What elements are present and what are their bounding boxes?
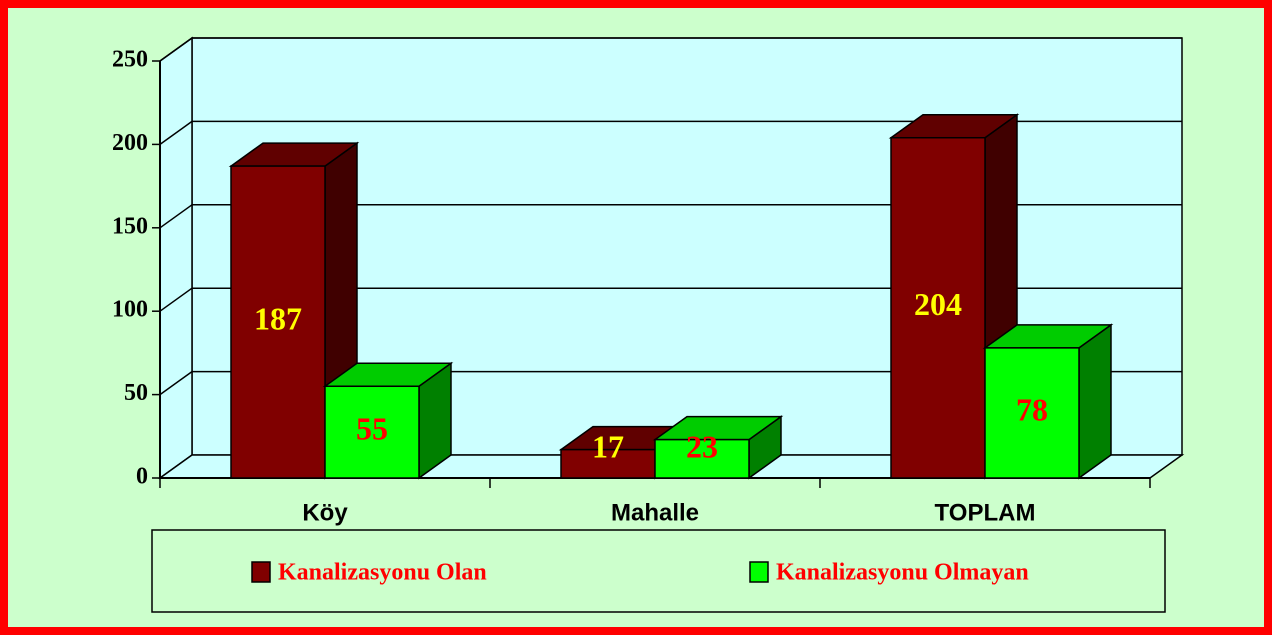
grid-line [159,120,193,146]
x-tick-label: TOPLAM [935,499,1036,526]
grid-line [159,370,193,396]
bar-front [560,448,656,479]
grid-line [159,37,193,62]
bar [982,323,1114,480]
grid-line [159,287,193,312]
bar-front [654,438,750,479]
legend-label: Kanalizasyonu Olan [278,560,487,586]
bar-front [984,347,1080,479]
bar-front [230,165,326,479]
y-tick-label: 50 [124,380,148,406]
legend-swatch [749,561,769,583]
data-label: 187 [254,300,302,336]
x-tick-label: Mahalle [611,499,699,526]
legend-box [151,529,1166,613]
side-wall [159,36,193,480]
legend-swatch [251,561,271,583]
bar-front [890,136,986,479]
bar-front [324,385,420,479]
y-tick-label: 200 [112,130,148,156]
legend-label: Kanalizasyonu Olmayan [776,560,1029,586]
x-tick-label: Köy [302,499,348,526]
data-label: 204 [914,286,962,322]
data-label: 17 [592,428,624,464]
data-label: 78 [1016,391,1048,427]
y-tick-label: 100 [112,297,148,323]
bar-side [1078,323,1112,480]
y-tick-label: 150 [112,213,148,239]
data-label: 55 [356,410,388,446]
data-label: 23 [686,428,718,464]
y-tick-label: 250 [112,47,148,73]
bar [322,361,454,480]
bar [652,415,784,480]
y-tick-label: 0 [136,464,148,490]
grid-line [159,204,193,229]
